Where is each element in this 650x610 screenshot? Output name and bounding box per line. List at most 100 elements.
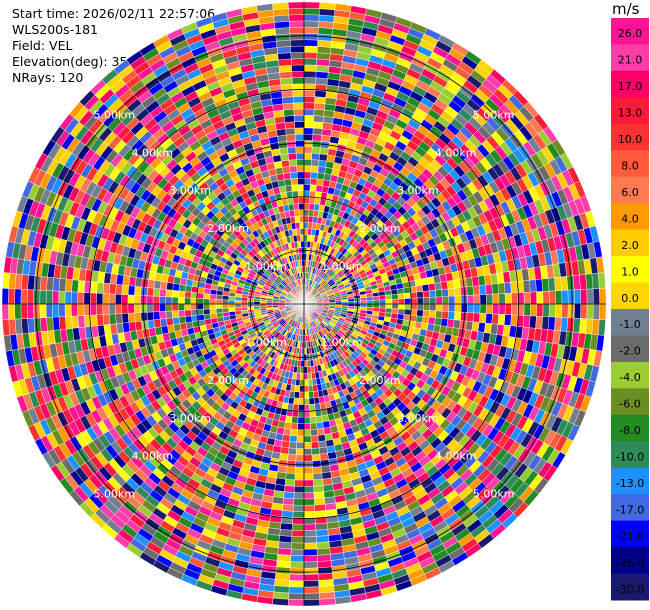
- range-gate-cell: [178, 290, 186, 298]
- range-gate-cell: [452, 319, 461, 329]
- range-gate-cell: [497, 314, 506, 326]
- range-gate-cell: [314, 96, 326, 104]
- range-gate-cell: [529, 279, 537, 293]
- range-gate-cell: [530, 291, 537, 305]
- range-gate-cell: [314, 403, 321, 411]
- range-gate-cell: [303, 171, 312, 179]
- range-gate-cell: [303, 523, 317, 531]
- range-gate-cell: [102, 303, 110, 315]
- range-gate-cell: [319, 452, 329, 461]
- range-gate-cell: [454, 295, 462, 305]
- range-gate-cell: [472, 285, 481, 296]
- range-gate-cell: [303, 479, 314, 487]
- range-gate-cell: [448, 295, 456, 305]
- range-gate-cell: [308, 397, 315, 405]
- range-gate-cell: [288, 586, 305, 594]
- range-gate-cell: [541, 278, 550, 292]
- range-gate-cell: [33, 317, 42, 333]
- range-gate-cell: [280, 522, 293, 531]
- range-gate-cell: [291, 416, 299, 424]
- range-gate-cell: [428, 283, 436, 292]
- range-gate-cell: [115, 284, 123, 295]
- range-gate-cell: [209, 308, 217, 315]
- range-gate-cell: [303, 52, 318, 60]
- range-gate-cell: [184, 303, 192, 311]
- range-gate-cell: [434, 282, 442, 291]
- range-gate-cell: [140, 303, 148, 313]
- range-gate-cell: [310, 171, 319, 180]
- range-gate-cell: [447, 288, 455, 297]
- range-gate-cell: [1, 303, 9, 320]
- range-gate-cell: [303, 8, 320, 16]
- range-gate-cell: [33, 275, 42, 291]
- range-gate-cell: [89, 292, 97, 305]
- range-gate-cell: [133, 303, 141, 314]
- range-gate-cell: [295, 460, 305, 468]
- range-gate-cell: [473, 294, 481, 305]
- range-gate-cell: [303, 71, 317, 78]
- range-gate-cell: [303, 555, 318, 563]
- range-gate-cell: [403, 287, 411, 294]
- range-gate-cell: [303, 511, 316, 519]
- range-gate-cell: [292, 504, 305, 512]
- range-gate-cell: [115, 303, 122, 315]
- range-gate-cell: [415, 315, 424, 323]
- range-gate-cell: [315, 77, 328, 86]
- range-gate-cell: [303, 448, 313, 456]
- range-gate-cell: [190, 297, 198, 305]
- range-gate-cell: [287, 453, 297, 462]
- range-gate-cell: [1, 288, 9, 305]
- range-gate-cell: [26, 289, 35, 305]
- range-gate-cell: [573, 303, 582, 319]
- range-gate-cell: [45, 290, 53, 305]
- range-gate-cell: [177, 297, 185, 305]
- range-gate-cell: [171, 289, 180, 298]
- range-gate-cell: [423, 297, 431, 305]
- range-gate-cell: [65, 278, 73, 293]
- range-gate-cell: [529, 315, 537, 329]
- range-gate-cell: [485, 284, 493, 295]
- range-gate-cell: [372, 295, 380, 301]
- range-gate-cell: [102, 282, 111, 294]
- range-gate-cell: [597, 319, 606, 336]
- range-gate-cell: [240, 300, 248, 305]
- range-gate-cell: [542, 303, 550, 318]
- range-gate-cell: [547, 277, 556, 292]
- range-gate-cell: [448, 303, 456, 313]
- range-gate-cell: [222, 311, 230, 318]
- range-gate-cell: [134, 312, 142, 322]
- range-gate-cell: [303, 599, 320, 607]
- range-gate-cell: [127, 285, 136, 296]
- range-gate-cell: [58, 303, 66, 318]
- range-gate-cell: [284, 485, 295, 493]
- range-gate-cell: [303, 530, 317, 537]
- range-gate-cell: [303, 504, 316, 512]
- range-gate-cell: [303, 586, 320, 594]
- range-gate-cell: [89, 303, 97, 316]
- range-gate-cell: [522, 315, 531, 328]
- range-gate-cell: [2, 319, 11, 336]
- range-gate-cell: [379, 299, 386, 305]
- range-gate-cell: [288, 580, 305, 588]
- range-gate-cell: [479, 284, 487, 295]
- range-gate-cell: [295, 448, 305, 456]
- range-gate-cell: [298, 391, 305, 399]
- range-gate-cell: [234, 307, 242, 312]
- range-gate-cell: [96, 282, 104, 294]
- range-gate-cell: [454, 303, 462, 313]
- range-gate-cell: [491, 283, 499, 295]
- range-gate-cell: [297, 416, 305, 424]
- range-gate-cell: [479, 303, 487, 314]
- range-gate-cell: [316, 58, 330, 67]
- range-gate-cell: [466, 312, 474, 322]
- range-gate-cell: [586, 303, 594, 320]
- range-gate-cell: [283, 428, 292, 436]
- range-gate-cell: [171, 310, 180, 319]
- range-gate-cell: [303, 184, 311, 192]
- range-gate-cell: [203, 298, 210, 305]
- range-gate-cell: [548, 290, 556, 305]
- range-gate-cell: [391, 293, 399, 300]
- range-gate-cell: [442, 296, 449, 305]
- range-gate-cell: [479, 313, 487, 324]
- range-gate-cell: [293, 486, 305, 493]
